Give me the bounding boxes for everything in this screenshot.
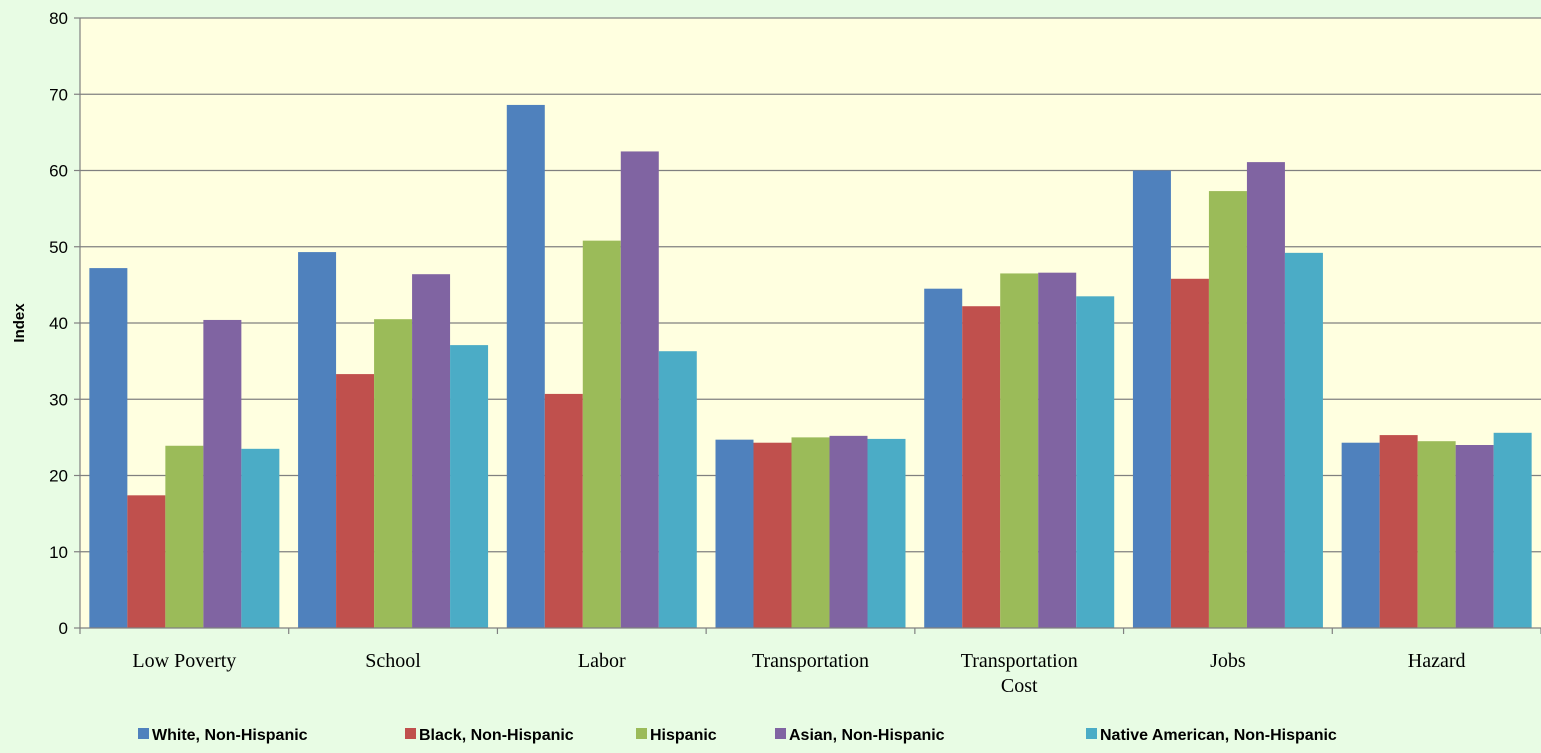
x-tick-label: Transportation: [752, 650, 869, 672]
bar-native-american-non-hispanic-5: [1284, 252, 1323, 628]
bar-native-american-non-hispanic-1: [450, 345, 489, 628]
bar-white-non-hispanic-3: [715, 439, 754, 628]
bar-white-non-hispanic-2: [506, 104, 545, 629]
bar-asian-non-hispanic-4: [1038, 272, 1077, 628]
bar-native-american-non-hispanic-6: [1493, 432, 1532, 628]
x-tick-label: Hazard: [1408, 650, 1466, 672]
y-tick-labels: 0 10 20 30 40 50 60 70 80: [49, 9, 68, 638]
bar-hispanic-4: [1000, 273, 1039, 628]
y-axis-label: Index: [11, 303, 28, 343]
bar-asian-non-hispanic-3: [829, 435, 868, 628]
legend-swatch: [775, 728, 786, 739]
bar-black-non-hispanic-0: [127, 495, 166, 628]
bar-hispanic-1: [374, 319, 413, 628]
bar-hispanic-6: [1417, 441, 1456, 628]
x-tick-labels: Low Poverty School Labor Transportation Tran…: [132, 650, 1465, 697]
legend-swatch: [636, 728, 647, 739]
y-tick-label: 0: [59, 619, 68, 638]
y-tick-label: 60: [49, 162, 68, 181]
bar-white-non-hispanic-0: [89, 268, 128, 628]
bar-native-american-non-hispanic-4: [1076, 296, 1115, 628]
legend: White, Non-Hispanic Black, Non-Hispanic Hi…: [138, 727, 1337, 744]
legend-label: Asian, Non-Hispanic: [789, 727, 945, 744]
bar-black-non-hispanic-5: [1170, 278, 1209, 628]
bar-native-american-non-hispanic-2: [658, 351, 697, 628]
x-tick-label: Cost: [1001, 675, 1038, 697]
legend-swatch: [405, 728, 416, 739]
bar-white-non-hispanic-5: [1132, 170, 1171, 628]
bar-asian-non-hispanic-0: [203, 319, 242, 628]
bar-asian-non-hispanic-5: [1246, 162, 1285, 629]
y-tick-label: 80: [49, 9, 68, 28]
legend-label: Native American, Non-Hispanic: [1100, 727, 1337, 744]
y-tick-label: 50: [49, 238, 68, 257]
bar-black-non-hispanic-1: [336, 374, 375, 628]
legend-label: Black, Non-Hispanic: [419, 727, 574, 744]
y-tick-label: 10: [49, 543, 68, 562]
bar-asian-non-hispanic-1: [412, 274, 451, 628]
bar-native-american-non-hispanic-3: [867, 438, 906, 628]
x-tick-label: Transportation: [961, 650, 1078, 672]
bar-asian-non-hispanic-6: [1455, 445, 1494, 628]
y-tick-label: 30: [49, 390, 68, 409]
axes: [79, 18, 1541, 634]
bar-native-american-non-hispanic-0: [241, 448, 280, 628]
bar-white-non-hispanic-6: [1341, 442, 1380, 628]
bar-black-non-hispanic-2: [544, 393, 583, 628]
x-tick-label: School: [365, 650, 421, 672]
bar-white-non-hispanic-4: [924, 288, 963, 628]
y-tick-label: 70: [49, 85, 68, 104]
y-tick-label: 20: [49, 467, 68, 486]
y-tick-label: 40: [49, 314, 68, 333]
bar-black-non-hispanic-6: [1379, 435, 1418, 628]
x-tick-label: Jobs: [1210, 650, 1246, 672]
x-tick-label: Low Poverty: [132, 650, 236, 672]
bar-white-non-hispanic-1: [298, 252, 337, 628]
bars: [89, 104, 1532, 629]
bar-black-non-hispanic-3: [753, 442, 792, 628]
x-tick-label: Labor: [578, 650, 626, 672]
bar-hispanic-2: [582, 240, 621, 628]
bar-asian-non-hispanic-2: [620, 151, 659, 628]
legend-swatch: [138, 728, 149, 739]
bar-hispanic-5: [1208, 191, 1247, 628]
legend-label: Hispanic: [650, 727, 717, 744]
legend-label: White, Non-Hispanic: [152, 727, 308, 744]
legend-swatch: [1086, 728, 1097, 739]
bar-black-non-hispanic-4: [962, 306, 1001, 628]
bar-hispanic-3: [791, 437, 830, 628]
bar-hispanic-0: [165, 445, 204, 628]
